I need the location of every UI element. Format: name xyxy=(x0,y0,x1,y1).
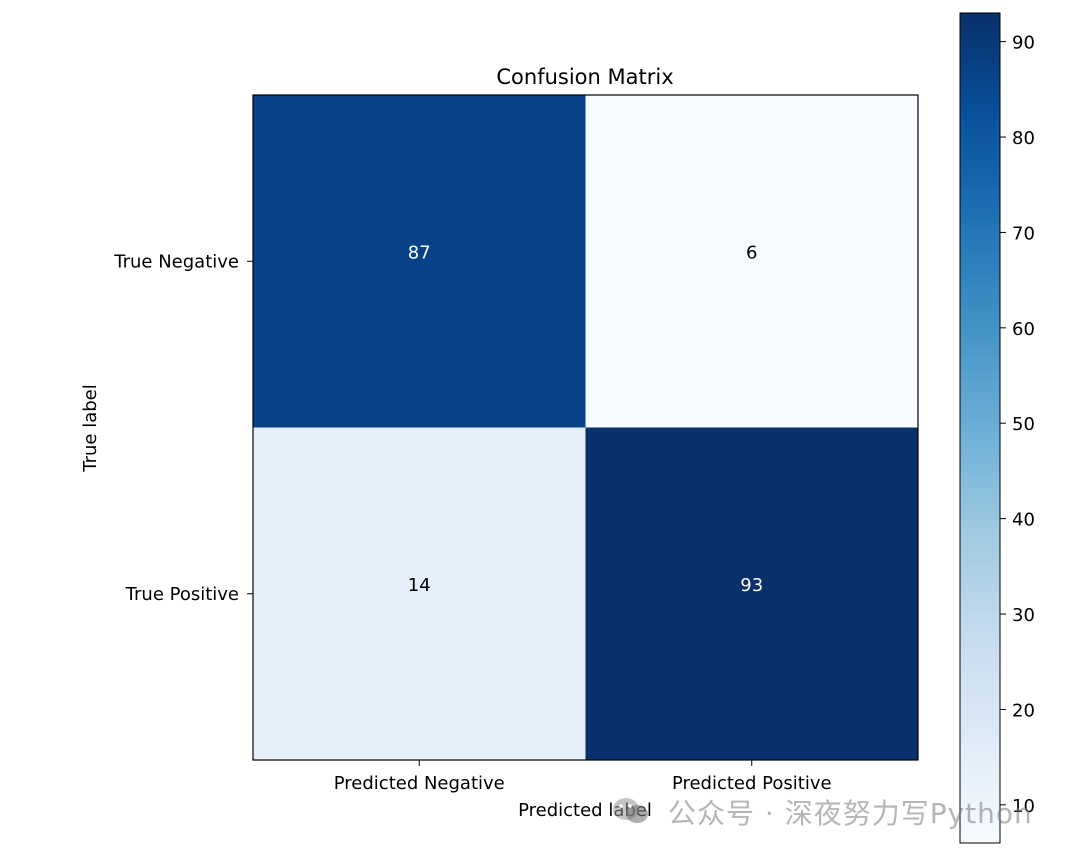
colorbar-tick-label: 60 xyxy=(1012,319,1035,340)
colorbar-tick-label: 30 xyxy=(1012,605,1035,626)
y-tick-label: True Positive xyxy=(125,584,239,605)
watermark-text: 公众号 · 深夜努力写Python xyxy=(668,797,1033,830)
colorbar xyxy=(959,12,1001,844)
matrix-cell xyxy=(253,427,586,760)
wechat-icon xyxy=(611,796,651,826)
colorbar-tick-label: 20 xyxy=(1012,700,1035,721)
colorbar-tick-label: 70 xyxy=(1012,223,1035,244)
colorbar-tick-label: 10 xyxy=(1012,796,1035,817)
colorbar-tick-label: 90 xyxy=(1012,33,1035,54)
plot-frame xyxy=(252,94,919,761)
colorbar-tick-label: 50 xyxy=(1012,414,1035,435)
cell-value-label: 14 xyxy=(408,575,431,596)
cell-value-label: 93 xyxy=(740,575,763,596)
matrix-cell xyxy=(585,427,918,760)
x-tick-label: Predicted Positive xyxy=(672,773,832,794)
matrix-cell xyxy=(253,95,586,428)
colorbar-tick-label: 80 xyxy=(1012,128,1035,149)
y-tick-label: True Negative xyxy=(113,251,239,272)
x-tick-label: Predicted Negative xyxy=(334,773,505,794)
cell-value-label: 6 xyxy=(746,242,757,263)
cell-value-label: 87 xyxy=(408,242,431,263)
colorbar-tick-label: 40 xyxy=(1012,510,1035,531)
chart-title: Confusion Matrix xyxy=(496,65,673,89)
y-axis-label: True label xyxy=(80,384,101,473)
matrix-cell xyxy=(585,95,918,428)
